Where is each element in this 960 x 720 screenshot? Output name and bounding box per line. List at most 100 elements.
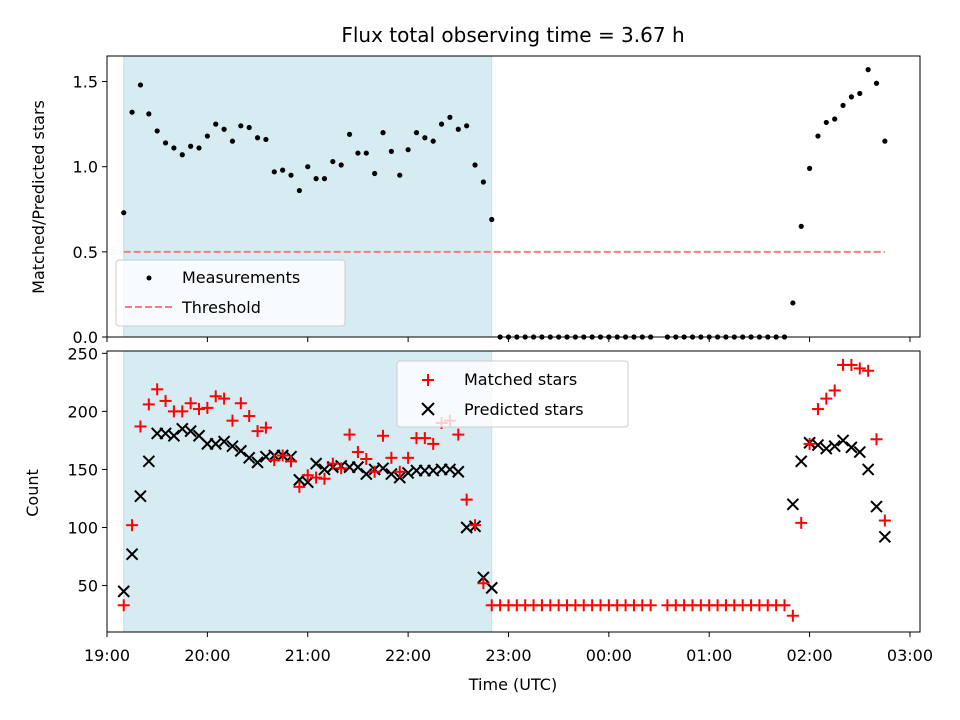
predicted-point [452, 465, 465, 478]
matched-point [351, 446, 364, 459]
measurement-point [129, 109, 135, 115]
matched-point [795, 516, 808, 529]
top-legend: Measurements Threshold [115, 259, 346, 327]
predicted-point [870, 500, 883, 513]
matched-point [301, 469, 314, 482]
measurement-point [213, 121, 219, 127]
bottom-y-tick-label: 200 [67, 402, 98, 421]
matched-point [427, 437, 440, 450]
measurement-point [388, 148, 394, 154]
predicted-point [853, 445, 866, 459]
predicted-point [861, 463, 875, 476]
measurement-point [430, 138, 436, 144]
bottom-x-tick-label: 21:00 [285, 646, 331, 665]
bottom-x-tick-label: 23:00 [485, 646, 531, 665]
top-y-tick-label: 1.0 [73, 158, 98, 177]
legend-matched-label: Matched stars [464, 370, 577, 389]
measurement-point [305, 164, 311, 170]
matched-point [786, 609, 799, 622]
measurement-point [865, 67, 871, 73]
legend-predicted-label: Predicted stars [464, 400, 584, 419]
measurement-point [204, 133, 210, 139]
predicted-point [309, 457, 323, 470]
bottom-y-ticks: 50 100 150 200 250 [67, 344, 107, 596]
matched-point [377, 429, 390, 442]
bottom-x-tick-label: 19:00 [84, 646, 130, 665]
predicted-point [117, 585, 130, 598]
predicted-point [360, 467, 373, 481]
bottom-panel: 50 100 150 200 250 19:00 20:00 21:00 22:00 23:00… [23, 344, 933, 694]
bottom-x-ticks: 19:00 20:00 21:00 22:00 23:00 00:00 01:00 02:00… [84, 632, 933, 665]
matched-point [134, 420, 147, 433]
top-y-ticks: 0.0 0.5 1.0 1.5 [73, 73, 107, 347]
bottom-y-tick-label: 100 [67, 518, 98, 537]
measurement-point [882, 138, 888, 144]
legend-measurements-label: Measurements [182, 268, 300, 287]
measurement-point [806, 165, 813, 171]
matched-point [803, 437, 816, 450]
top-panel: 0.0 0.5 1.0 1.5 Matched/Predicted stars Mea… [29, 55, 921, 347]
matched-point [460, 493, 473, 506]
matched-point [142, 398, 155, 411]
measurement-point [447, 114, 453, 120]
predicted-point [184, 424, 197, 438]
top-points [121, 67, 888, 340]
top-y-tick-label: 0.5 [73, 243, 98, 262]
matched-point [477, 577, 490, 590]
predicted-point [125, 547, 139, 561]
legend-threshold-label: Threshold [181, 298, 261, 317]
measurement-point [372, 170, 378, 177]
predicted-point [828, 440, 841, 453]
measurement-point [221, 126, 227, 132]
matched-point [878, 514, 891, 527]
predicted-point [811, 438, 825, 452]
matched-point [368, 465, 381, 478]
measurement-point [263, 136, 269, 143]
legend-predicted-marker [421, 402, 435, 416]
measurement-point [238, 123, 244, 129]
bottom-legend: Matched stars Predicted stars [396, 360, 629, 428]
bottom-axes-frame [106, 350, 921, 633]
measurement-point [857, 90, 863, 97]
measurement-point [146, 111, 152, 117]
measurement-point [422, 135, 428, 141]
matched-point [243, 410, 256, 423]
measurement-point [338, 162, 344, 168]
matched-point [862, 364, 875, 377]
measurement-point [455, 126, 461, 132]
top-y-axis-label: Matched/Predicted stars [29, 100, 48, 294]
predicted-point [251, 456, 264, 469]
measurement-point [321, 176, 328, 182]
measurement-point [121, 210, 127, 216]
measurement-point [472, 162, 478, 168]
predicted-point [242, 451, 256, 465]
matched-point [853, 362, 866, 375]
measurement-point [840, 102, 846, 108]
measurement-point [229, 138, 236, 144]
measurement-point [438, 121, 445, 127]
measurement-point [798, 223, 804, 229]
matched-point [259, 421, 272, 434]
matched-point [326, 457, 339, 470]
measurement-point [196, 145, 202, 151]
x-axis-label: Time (UTC) [468, 675, 557, 694]
measurement-point [848, 94, 855, 100]
measurement-point [832, 116, 838, 122]
bottom-y-tick-label: 250 [67, 344, 98, 363]
matched-point [469, 519, 482, 532]
matched-point [209, 390, 222, 403]
measurement-point [271, 169, 277, 175]
predicted-point [878, 530, 892, 543]
measurement-point [489, 216, 495, 223]
measurement-point [288, 172, 294, 178]
matched-point [176, 405, 189, 418]
predicted-point [786, 498, 800, 511]
matched-point [226, 414, 239, 427]
matched-point [126, 519, 139, 532]
bottom-x-tick-label: 00:00 [586, 646, 632, 665]
measurement-point [154, 128, 160, 134]
top-y-tick-label: 0.0 [73, 328, 98, 347]
matched-point [845, 358, 858, 371]
matched-point [276, 449, 289, 462]
measurement-point [823, 119, 829, 126]
